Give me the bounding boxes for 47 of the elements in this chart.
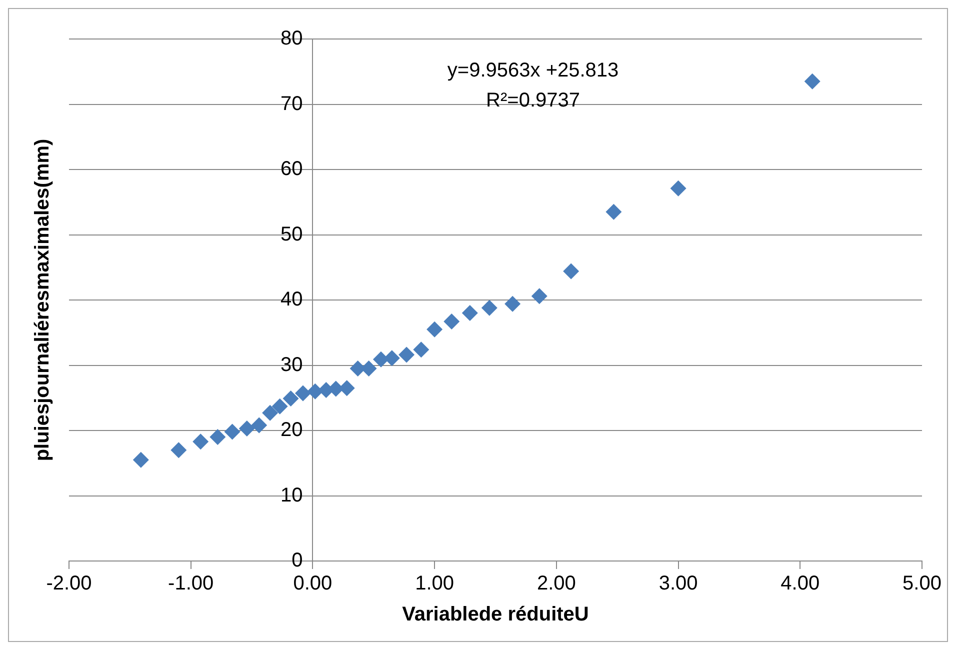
point: [384, 350, 400, 366]
point: [444, 314, 460, 330]
point: [294, 385, 311, 402]
point: [170, 442, 187, 458]
point: [262, 404, 278, 421]
point: [670, 180, 686, 196]
y-tick-label: 20: [280, 419, 303, 442]
annotation: y=9.9563x +25.813: [447, 60, 619, 82]
point: [307, 383, 324, 400]
point: [531, 288, 548, 304]
point: [132, 452, 149, 468]
x-tick-label: 0.00: [293, 572, 332, 595]
point: [251, 417, 268, 434]
point: [804, 73, 820, 90]
y-tick-label: 70: [280, 92, 303, 115]
point: [462, 305, 478, 322]
point: [413, 342, 430, 358]
x-axis-title: Variablede réduiteU: [402, 604, 589, 626]
y-tick-label: 40: [280, 288, 303, 311]
y-tick-label: 50: [280, 223, 303, 246]
point: [192, 434, 209, 450]
point: [606, 204, 622, 220]
x-tick-label: 5.00: [902, 572, 942, 595]
point: [238, 420, 255, 437]
y-tick-label: 30: [280, 354, 303, 376]
point: [210, 429, 226, 446]
point: [372, 351, 389, 368]
point: [481, 300, 498, 316]
x-tick-label: 4.00: [780, 572, 820, 595]
y-tick-label: 0: [292, 550, 303, 572]
point: [563, 263, 580, 280]
annotation: R²=0.9737: [486, 90, 580, 112]
x-tick-label: -2.00: [46, 572, 92, 595]
y-tick-label: 80: [280, 28, 303, 50]
y-axis-title: pluiesjournaliéresmaximales(mm): [32, 138, 54, 462]
point: [282, 390, 299, 407]
x-tick-label: 1.00: [415, 572, 454, 595]
x-tick-label: -1.00: [168, 572, 214, 595]
point: [224, 424, 240, 440]
y-tick-label: 60: [280, 158, 303, 180]
x-tick-label: 3.00: [658, 572, 698, 595]
point: [398, 346, 415, 363]
y-tick-label: 10: [280, 484, 303, 506]
x-tick-label: 2.00: [536, 572, 576, 595]
point: [426, 321, 443, 338]
point: [272, 398, 288, 414]
point: [504, 296, 521, 312]
